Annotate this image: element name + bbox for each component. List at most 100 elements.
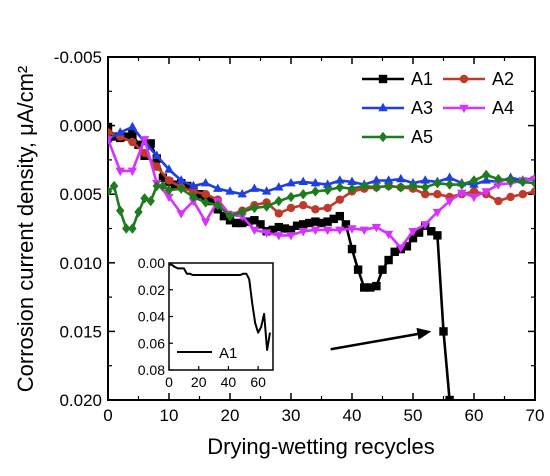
main-tick-labels: 0 10 20 30 40 50 60 70-0.0050.0000.0050.0100.01… [54, 48, 545, 425]
x-tick-label: 60 [465, 406, 484, 425]
data-point [238, 206, 247, 218]
data-point [146, 195, 155, 207]
data-point [347, 183, 357, 194]
data-point [402, 242, 412, 251]
data-point [158, 180, 168, 192]
inset-pointer-arrow [330, 327, 432, 351]
data-point [139, 136, 150, 145]
data-point [128, 129, 137, 139]
data-point [261, 229, 272, 238]
data-point [420, 221, 430, 230]
data-point [164, 164, 174, 173]
data-point [322, 179, 333, 188]
data-point [286, 232, 296, 241]
arrow-shaft [330, 332, 422, 351]
data-point [432, 208, 443, 218]
data-point [108, 128, 113, 137]
data-point [494, 173, 503, 185]
data-point [225, 186, 235, 195]
y-tick-label: 0.010 [59, 254, 102, 273]
inset-legend-label: A1 [219, 345, 237, 362]
data-point [444, 172, 455, 181]
data-point [378, 131, 388, 143]
data-point [518, 190, 527, 199]
data-point [444, 197, 455, 207]
inset-x-tick-label: 40 [221, 374, 237, 390]
x-tick-label: 70 [526, 406, 545, 425]
data-point [347, 176, 357, 186]
data-point [213, 183, 223, 192]
data-point [127, 167, 138, 177]
data-point [530, 187, 535, 196]
legend-item-a4: A4 [443, 98, 514, 118]
data-point [249, 226, 260, 236]
data-point [335, 195, 344, 204]
x-tick-label: 50 [404, 406, 423, 425]
y-tick-label: 0.020 [59, 391, 102, 410]
data-point [256, 220, 265, 229]
data-point [183, 181, 192, 191]
data-point [372, 281, 381, 291]
data-point [384, 255, 393, 265]
legend-item-a3: A3 [362, 98, 433, 118]
data-point [231, 218, 241, 228]
data-point [506, 192, 515, 202]
x-tick-label: 40 [343, 406, 362, 425]
inset-series-line-a1 [168, 263, 271, 351]
series-a2 [108, 128, 535, 219]
inset-series-group [168, 263, 271, 351]
legend-label: A1 [411, 69, 433, 89]
data-point [299, 189, 308, 200]
data-point [200, 218, 211, 227]
data-point [274, 232, 284, 241]
arrow-head [416, 327, 432, 340]
data-point [360, 180, 369, 192]
data-point [353, 265, 363, 274]
data-point [189, 187, 198, 196]
data-point [335, 211, 344, 221]
data-point [459, 74, 469, 84]
main-axis-ticks [107, 56, 536, 401]
y-tick-label: 0.005 [59, 185, 102, 204]
data-point [237, 189, 247, 198]
data-point [493, 181, 504, 190]
inset-x-tick-label: 20 [191, 374, 207, 390]
data-point [146, 139, 155, 148]
data-point [298, 176, 308, 186]
y-tick-label: 0.000 [59, 117, 102, 136]
data-point [408, 233, 418, 243]
data-point [164, 176, 174, 185]
inset-y-tick-label: 0.00 [138, 255, 165, 271]
data-point [518, 176, 527, 188]
data-point [305, 218, 314, 228]
data-point [420, 175, 430, 184]
data-point [482, 169, 491, 181]
data-point [238, 218, 247, 228]
legend-label: A2 [492, 69, 514, 89]
data-point [219, 211, 229, 221]
data-point [108, 122, 113, 132]
data-point [176, 210, 186, 219]
legend-label: A3 [411, 98, 433, 118]
data-point [200, 178, 211, 187]
inset-y-tick-label: 0.02 [138, 282, 165, 298]
data-point [250, 202, 259, 214]
data-point [268, 225, 277, 235]
data-point [310, 226, 321, 236]
data-point [134, 140, 143, 150]
data-point [249, 183, 260, 192]
series-a5 [108, 169, 535, 234]
data-point [201, 190, 210, 199]
data-point [323, 184, 332, 196]
data-point [445, 179, 454, 190]
data-point [311, 186, 320, 197]
data-point [250, 216, 259, 225]
data-point [421, 190, 430, 199]
data-point [115, 127, 125, 136]
legend-label: A5 [411, 127, 433, 147]
data-point [274, 222, 283, 232]
x-axis-title: Drying-wetting recycles [207, 434, 434, 459]
data-point [134, 206, 143, 218]
data-point [341, 220, 351, 229]
